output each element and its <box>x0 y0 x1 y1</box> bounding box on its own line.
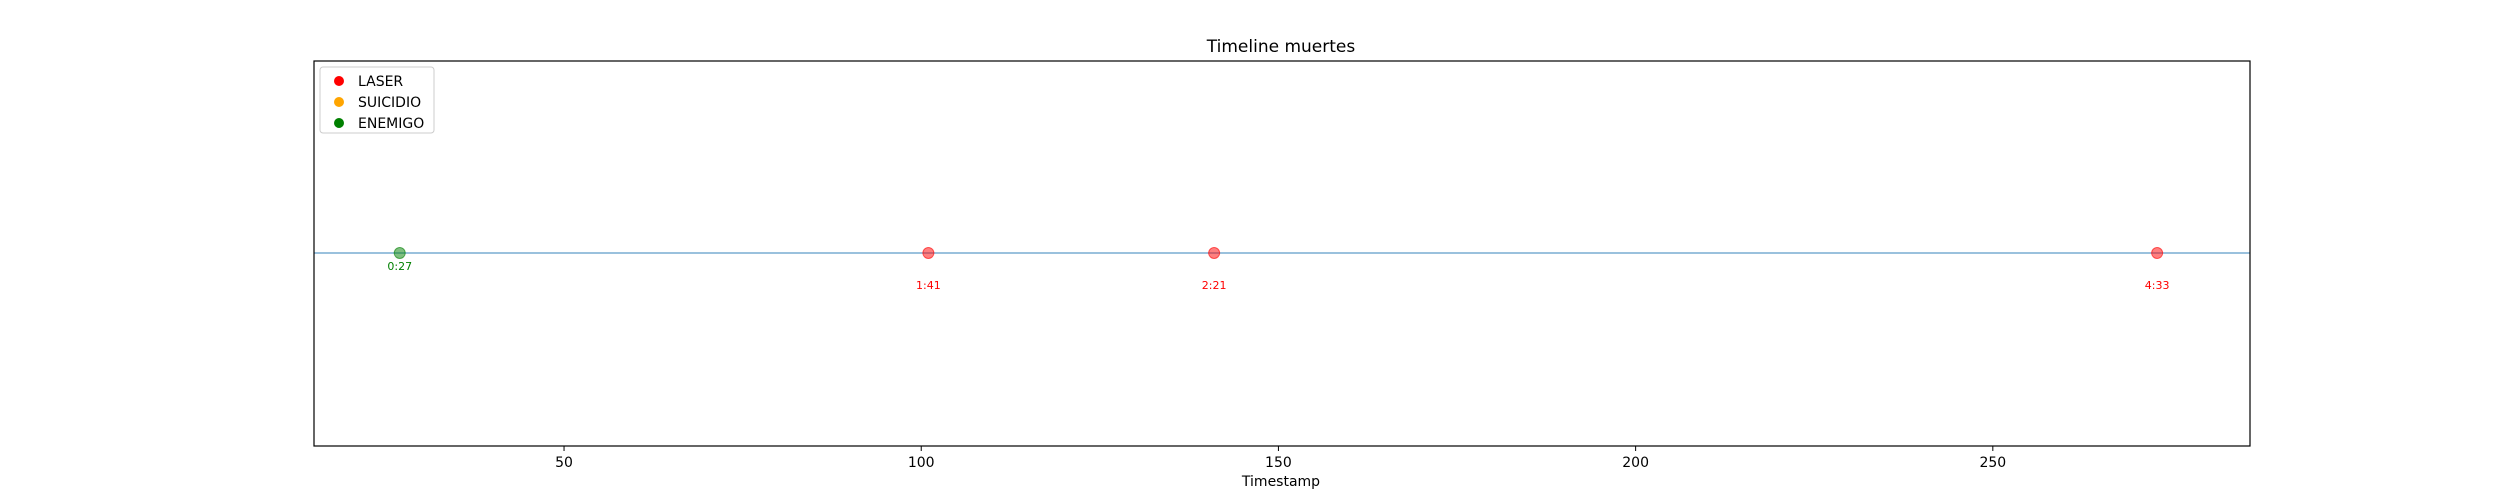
data-point-0 <box>393 247 406 259</box>
x-axis-label: Timestamp <box>1241 474 1320 490</box>
data-point-1 <box>922 247 935 259</box>
x-tick-label-0: 50 <box>555 455 573 471</box>
x-tick-label-4: 250 <box>1979 455 2006 471</box>
legend-marker-suicidio <box>334 97 344 107</box>
legend-label-laser: LASER <box>358 74 403 90</box>
x-tick-label-2: 150 <box>1265 455 1292 471</box>
legend-marker-laser <box>334 76 344 86</box>
legend: LASER SUICIDIO ENEMIGO <box>319 66 435 134</box>
data-point-label-3: 4:33 <box>2145 279 2170 292</box>
data-point-3 <box>2151 247 2164 259</box>
data-point-2 <box>1208 247 1221 259</box>
x-tick-label-1: 100 <box>908 455 935 471</box>
x-tick-label-3: 200 <box>1622 455 1649 471</box>
chart-title: Timeline muertes <box>1206 37 1356 57</box>
legend-box <box>319 66 435 134</box>
axes-frame <box>313 60 2251 447</box>
data-point-label-1: 1:41 <box>916 279 941 292</box>
plot-area: 0:27 1:41 2:21 4:33 50 100 150 200 250 LASER SUICI… <box>313 60 2251 471</box>
legend-label-suicidio: SUICIDIO <box>358 95 421 111</box>
data-point-label-2: 2:21 <box>1202 279 1227 292</box>
data-point-label-0: 0:27 <box>387 260 412 273</box>
legend-marker-enemigo <box>334 118 344 128</box>
legend-label-enemigo: ENEMIGO <box>358 116 424 132</box>
